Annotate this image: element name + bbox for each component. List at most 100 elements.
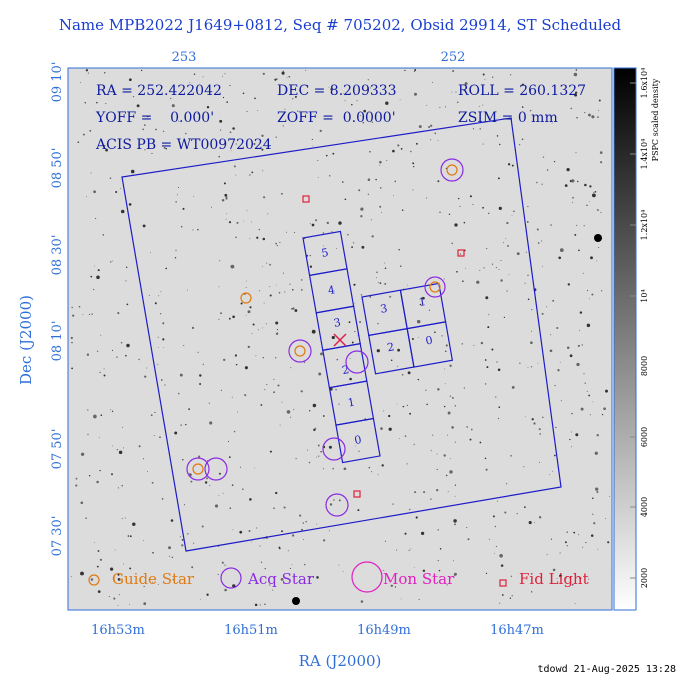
star-dot xyxy=(257,329,259,331)
star-dot xyxy=(573,72,578,77)
star-dot xyxy=(308,461,311,464)
i-chip-label: 2 xyxy=(386,340,395,354)
star-dot xyxy=(420,531,425,536)
star-dot xyxy=(524,282,526,284)
star-dot xyxy=(322,539,326,542)
x-tick-label: 16h51m xyxy=(224,623,278,638)
star-dot xyxy=(379,282,382,284)
star-dot xyxy=(377,474,379,476)
star-dot xyxy=(594,191,597,193)
star-dot xyxy=(90,275,93,278)
star-dot xyxy=(182,459,184,461)
star-dot xyxy=(237,411,238,413)
info-acis: ACIS PB = WT00972024 xyxy=(95,137,272,153)
star-dot xyxy=(596,260,598,262)
star-dot xyxy=(590,256,593,260)
star-dot xyxy=(347,234,349,236)
star-dot xyxy=(418,337,420,338)
star-dot xyxy=(437,559,439,562)
star-dot xyxy=(494,552,496,554)
star-dot xyxy=(150,414,153,417)
star-dot xyxy=(85,196,87,198)
star-dot xyxy=(576,362,580,367)
star-dot xyxy=(530,341,533,345)
star-dot xyxy=(539,461,540,463)
star-dot xyxy=(330,88,333,91)
star-dot xyxy=(162,347,164,349)
star-dot xyxy=(451,91,453,93)
colorbar-label: PSPC scaled density xyxy=(651,78,660,161)
star-dot xyxy=(294,232,296,234)
star-dot xyxy=(381,211,382,213)
star-dot xyxy=(134,111,136,113)
star-dot xyxy=(416,319,421,324)
star-dot xyxy=(537,242,540,244)
star-dot xyxy=(289,567,291,569)
star-dot xyxy=(230,150,232,152)
star-dot xyxy=(554,454,556,457)
star-dot xyxy=(500,259,502,262)
star-dot xyxy=(105,102,107,105)
star-dot xyxy=(436,468,438,470)
star-dot xyxy=(491,348,494,351)
star-dot xyxy=(571,446,573,448)
star-dot xyxy=(534,522,536,524)
star-dot xyxy=(582,546,584,548)
star-dot xyxy=(251,541,253,543)
star-dot xyxy=(591,293,594,296)
info-zoff: ZOFF = 0.0000' xyxy=(277,110,396,126)
star-dot xyxy=(246,210,248,212)
star-dot xyxy=(117,578,121,581)
star-dot xyxy=(102,234,104,236)
star-dot xyxy=(232,315,235,319)
star-dot xyxy=(376,271,378,274)
star-dot xyxy=(463,221,466,224)
star-dot xyxy=(322,232,325,234)
star-dot xyxy=(583,373,585,375)
star-dot xyxy=(138,445,141,448)
star-dot xyxy=(242,488,244,490)
star-dot xyxy=(423,491,426,494)
star-dot xyxy=(586,289,589,292)
star-dot xyxy=(530,330,532,332)
star-dot xyxy=(243,220,245,222)
star-dot xyxy=(219,260,221,262)
star-dot xyxy=(415,142,418,145)
star-dot xyxy=(244,394,247,397)
y-tick-label: 08 30' xyxy=(50,235,65,276)
star-dot xyxy=(511,595,513,597)
star-dot xyxy=(311,329,316,334)
star-dot xyxy=(428,125,431,129)
star-dot xyxy=(275,136,277,138)
star-dot xyxy=(397,348,400,352)
star-dot xyxy=(111,349,114,351)
star-dot xyxy=(174,257,177,259)
star-dot xyxy=(260,561,263,563)
star-dot xyxy=(293,409,295,411)
star-dot xyxy=(188,408,190,410)
star-dot xyxy=(557,369,560,372)
colorbar-tick-label: 6000 xyxy=(640,427,649,447)
star-dot xyxy=(586,323,591,328)
star-dot xyxy=(295,457,297,460)
star-dot xyxy=(313,428,316,432)
star-dot xyxy=(434,331,436,333)
star-dot xyxy=(582,272,584,274)
star-dot xyxy=(170,97,172,100)
star-dot xyxy=(128,203,132,206)
star-dot xyxy=(499,554,503,558)
star-dot xyxy=(437,388,440,391)
star-dot xyxy=(224,588,227,592)
top-tick-label: 252 xyxy=(441,50,466,65)
star-dot xyxy=(322,415,325,417)
star-dot xyxy=(492,515,495,518)
star-dot xyxy=(499,143,501,146)
star-dot xyxy=(275,491,278,495)
star-dot xyxy=(255,355,257,357)
star-dot xyxy=(484,359,487,361)
star-dot xyxy=(369,150,371,153)
star-dot xyxy=(388,427,392,431)
star-dot xyxy=(426,105,428,106)
star-dot xyxy=(297,110,299,112)
star-dot xyxy=(470,428,473,431)
